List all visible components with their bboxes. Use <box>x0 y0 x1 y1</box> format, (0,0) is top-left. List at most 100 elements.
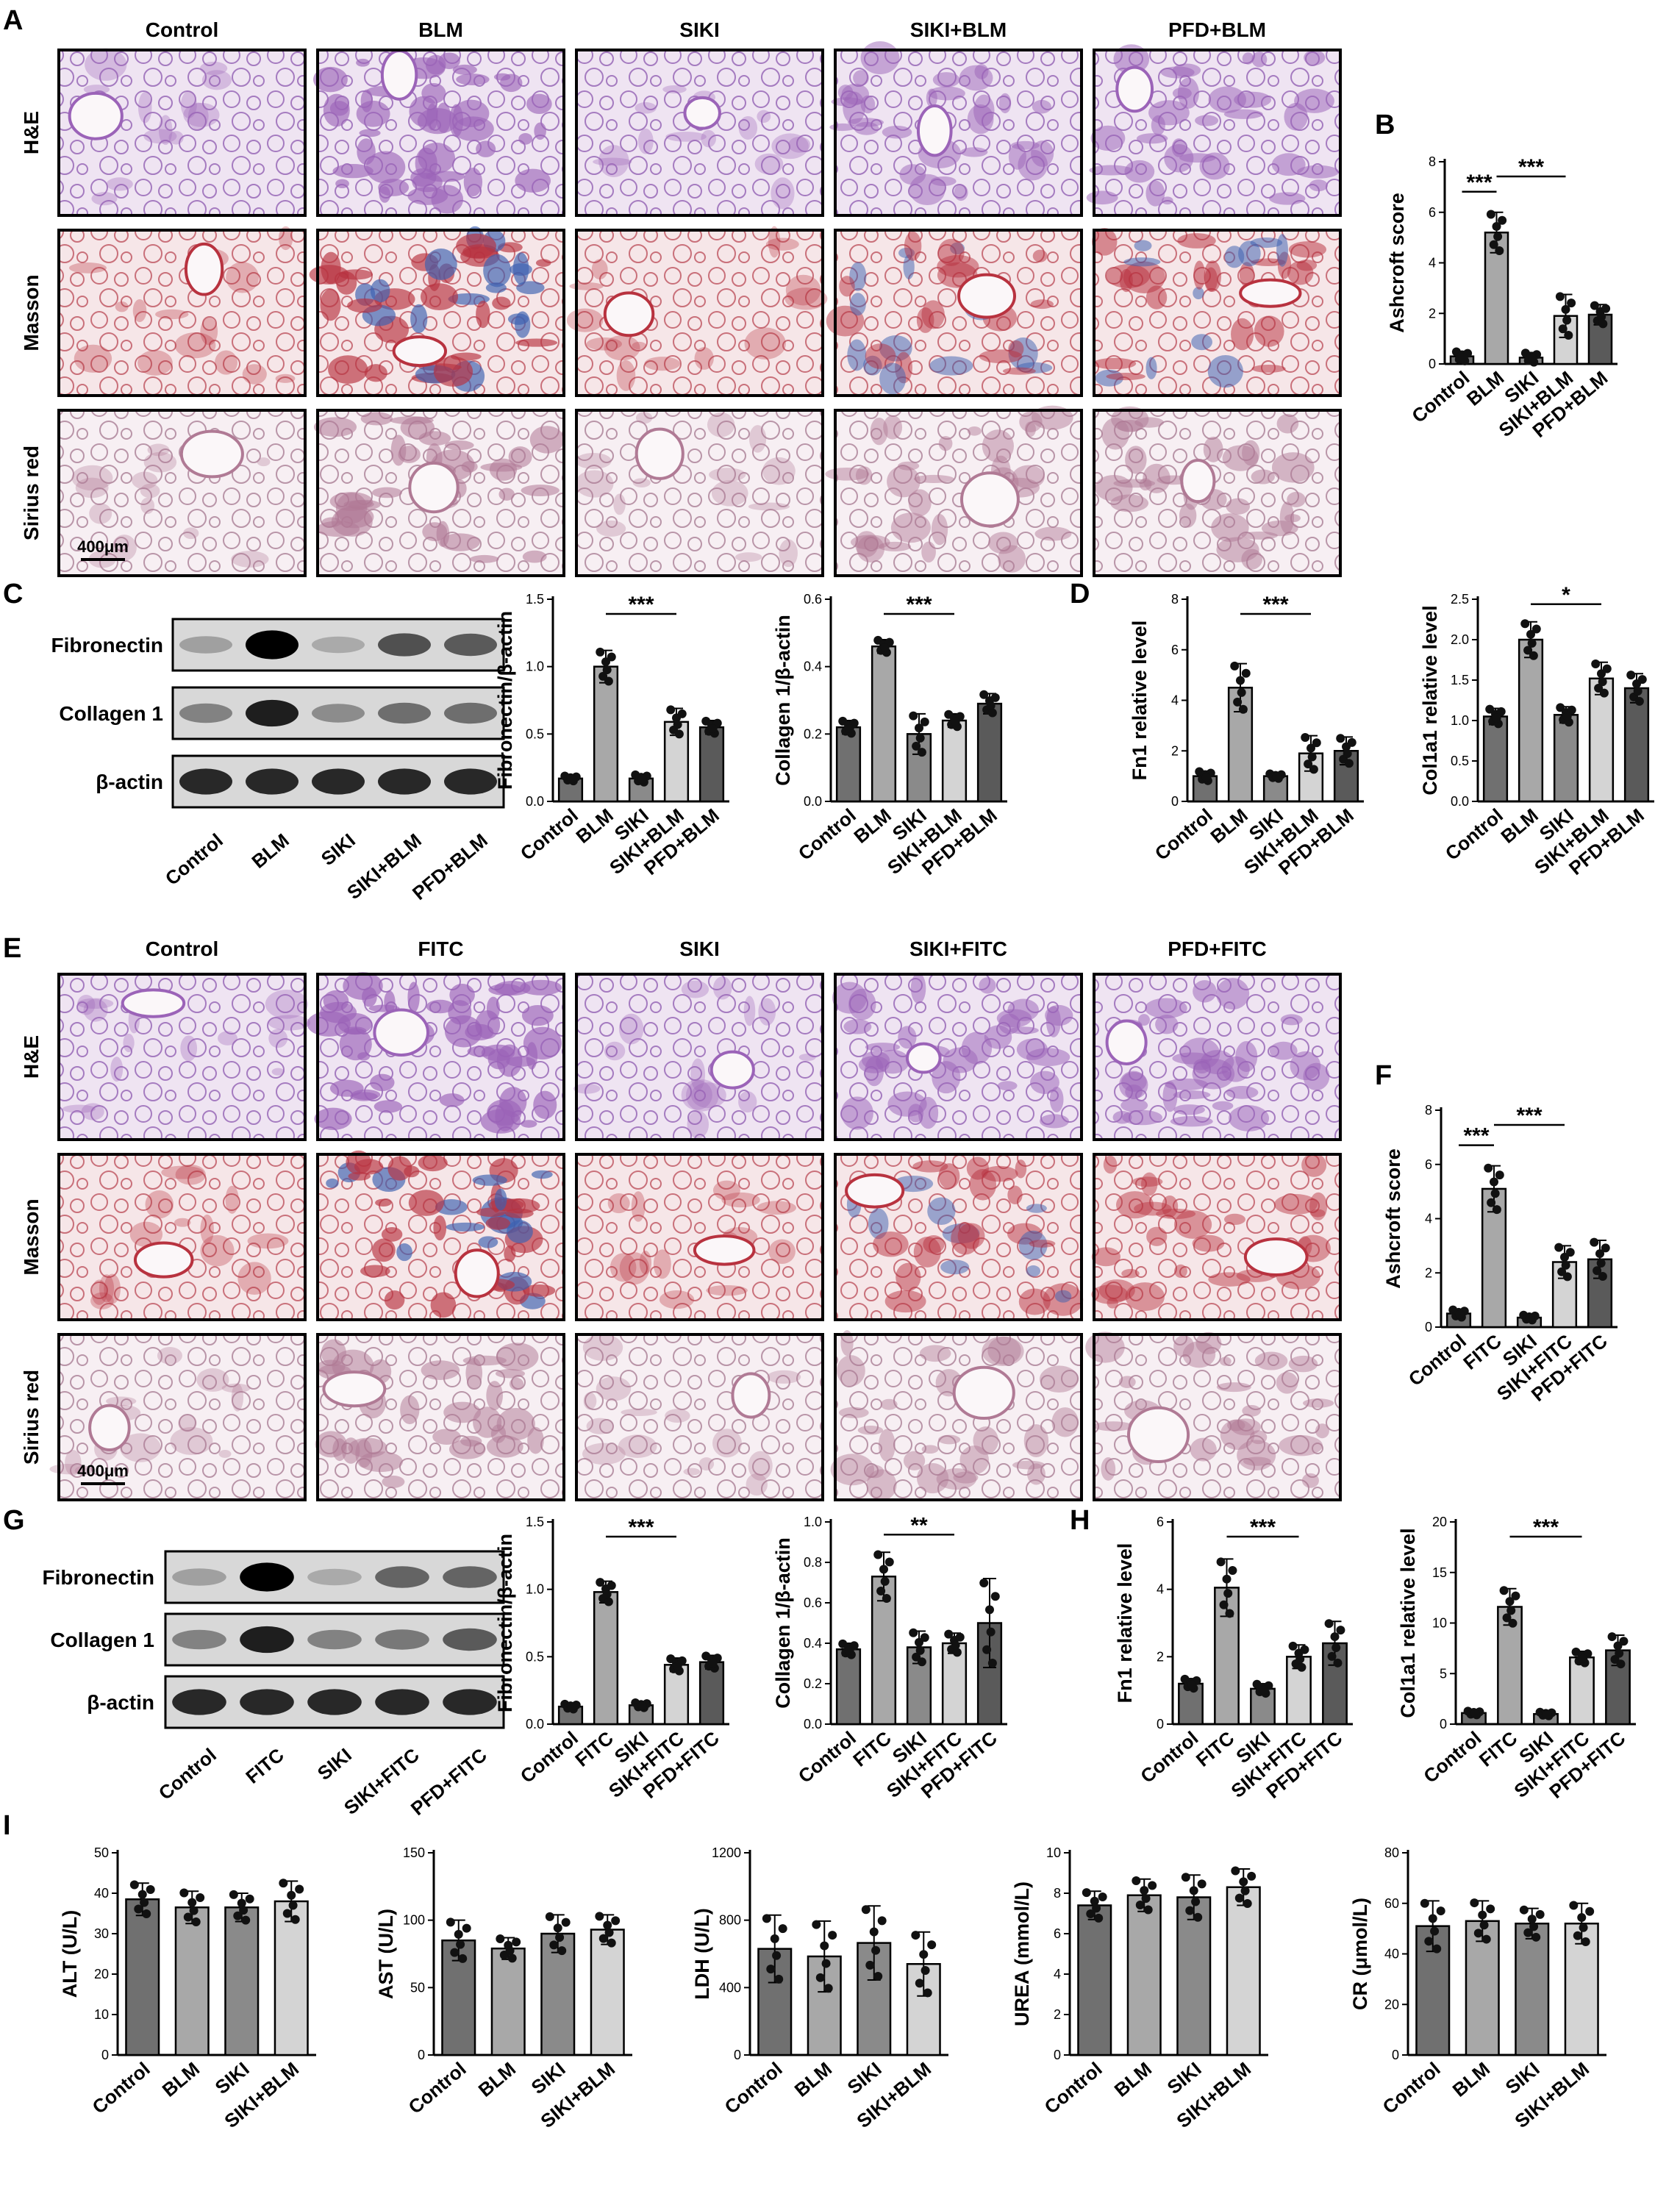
x-category-label: Control <box>1151 804 1217 865</box>
data-point <box>1197 1879 1207 1889</box>
micrograph-h-e-siki-blm <box>829 41 1083 217</box>
y-axis-label: Collagen 1/β-actin <box>772 1537 794 1709</box>
stained-region <box>1251 364 1286 373</box>
significance-label: ** <box>910 1513 928 1537</box>
data-point <box>1135 1900 1145 1909</box>
airway-lumen <box>133 1241 194 1279</box>
stained-region <box>521 1005 554 1026</box>
data-point <box>1324 1619 1334 1629</box>
stained-region <box>1242 52 1254 65</box>
stained-region <box>712 1180 740 1201</box>
data-point <box>879 1565 888 1574</box>
stained-region <box>837 1355 865 1387</box>
micrograph-frame <box>834 49 1083 217</box>
protein-band <box>375 1566 429 1588</box>
stained-region <box>71 465 113 491</box>
protein-band <box>444 768 497 795</box>
y-tick-label: 0 <box>1054 2048 1061 2062</box>
stained-region <box>247 1233 289 1249</box>
stained-region <box>855 531 879 557</box>
data-point <box>1490 1177 1498 1187</box>
blot-strip-actin <box>164 1675 505 1729</box>
protein-band <box>444 633 497 657</box>
protein-band <box>312 768 365 795</box>
stained-region <box>868 1208 889 1240</box>
stained-region <box>486 1381 503 1411</box>
y-tick-label: 6 <box>1425 1157 1432 1172</box>
stained-region <box>1151 115 1165 136</box>
y-tick-label: 0 <box>1440 1717 1447 1731</box>
stained-region <box>421 82 446 104</box>
y-tick-label: 0.4 <box>804 1636 822 1651</box>
data-point <box>920 1633 929 1643</box>
y-tick-label: 10 <box>1046 1845 1061 1860</box>
data-point <box>1236 676 1245 685</box>
micrograph-sirius-red-pfd-blm <box>1093 406 1342 577</box>
stained-region <box>140 497 155 514</box>
stained-region <box>535 259 551 267</box>
stained-region <box>1276 1372 1298 1394</box>
stained-region <box>1027 1463 1045 1485</box>
stained-region <box>350 1092 378 1101</box>
stained-region <box>921 1445 939 1454</box>
lane-label-pfd-fitc: PFD+FITC <box>407 1743 491 1819</box>
significance-label: * <box>1562 583 1570 607</box>
data-point <box>1185 1906 1195 1915</box>
western-blot-g: Fibronectin Collagen 1 β-actin Control FITC S… <box>43 1550 505 1820</box>
y-tick-label: 0 <box>1157 1717 1164 1731</box>
y-axis-label: Col1a1 relative level <box>1419 605 1441 795</box>
protein-band <box>375 1629 429 1650</box>
y-tick-label: 0.0 <box>804 1717 822 1731</box>
data-point <box>828 1931 837 1940</box>
stained-region <box>81 1103 104 1120</box>
significance-label: *** <box>628 593 654 617</box>
data-point <box>1506 1606 1516 1615</box>
y-tick-label: 8 <box>1054 1886 1061 1901</box>
stained-region <box>1032 99 1052 114</box>
y-tick-label: 2.0 <box>1451 632 1469 647</box>
x-category-label: FITC <box>1459 1329 1506 1373</box>
tissue-background <box>59 410 305 576</box>
stained-region <box>65 1450 82 1476</box>
bar-siki-blm <box>1588 677 1615 803</box>
stained-region <box>433 1215 447 1241</box>
stained-region <box>498 487 515 501</box>
micrograph-frame <box>1093 49 1342 217</box>
micrograph-masson-fitc <box>316 1150 565 1321</box>
data-point <box>951 1640 960 1650</box>
stained-region <box>1182 1341 1216 1368</box>
stained-region <box>979 977 996 994</box>
stained-region <box>430 1292 457 1318</box>
micrograph-frame <box>57 229 307 397</box>
data-point <box>1598 677 1607 687</box>
stained-region <box>200 1214 214 1245</box>
stained-region <box>1242 1404 1261 1417</box>
stained-region <box>908 489 932 517</box>
stained-region <box>1156 1208 1196 1219</box>
data-point <box>1140 1886 1149 1895</box>
stained-region <box>444 440 474 451</box>
stained-region <box>943 1047 978 1073</box>
y-tick-label: 0.6 <box>804 592 822 607</box>
airway-lumen <box>322 1370 387 1408</box>
stained-region <box>120 1433 161 1462</box>
stained-region <box>1103 1155 1118 1174</box>
micrograph-sirius-red-control <box>57 409 307 577</box>
stained-region <box>465 1357 483 1389</box>
data-point <box>873 1971 883 1981</box>
stained-region <box>927 1197 956 1226</box>
chart-d2: 0.0 0.5 1.0 1.5 2.0 2.5 Col1a1 relative levelC… <box>1419 583 1654 879</box>
stained-region <box>610 1253 637 1282</box>
stained-region <box>1161 1195 1179 1218</box>
data-point <box>1234 1893 1244 1903</box>
protein-band <box>240 1626 294 1654</box>
airway-lumen <box>635 427 684 480</box>
y-tick-label: 1.0 <box>526 660 544 674</box>
stained-region <box>1172 87 1192 99</box>
x-category-label: FITC <box>1192 1726 1239 1770</box>
data-point <box>873 1550 883 1559</box>
stained-region <box>106 1396 137 1407</box>
stained-region <box>798 1053 816 1062</box>
stained-region <box>531 1170 553 1179</box>
